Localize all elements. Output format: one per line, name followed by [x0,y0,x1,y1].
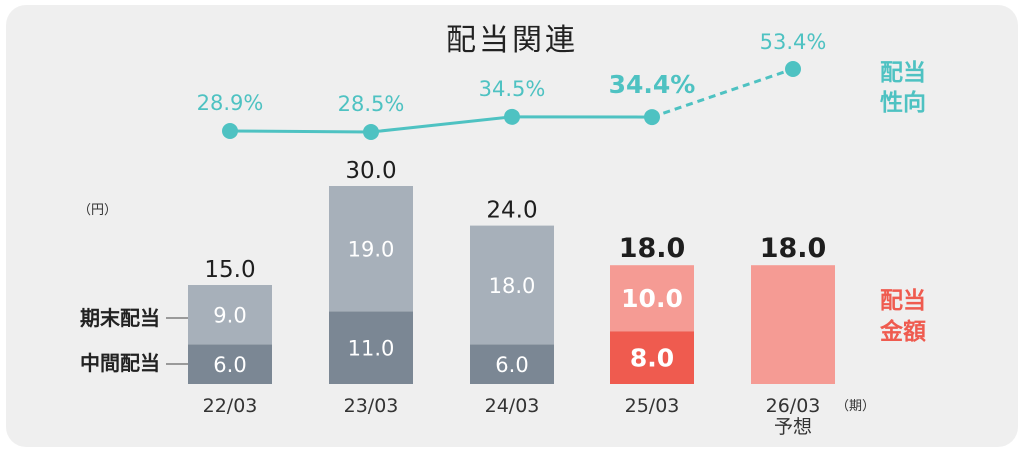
ratio-segment-3 [651,67,794,119]
x-tick-label-3: 25/03 [625,395,680,417]
bar-year-end-label-3: 10.0 [621,284,683,313]
bar-total-label-1: 30.0 [345,158,396,184]
bar-interim-label-2: 6.0 [495,353,528,377]
ratio-side-label-2: 性向 [880,89,926,116]
bar-forecast-4 [751,265,835,384]
ratio-label-1: 28.5% [338,92,405,116]
ratio-label-4: 53.4% [760,30,827,54]
bar-interim-label-0: 6.0 [213,353,246,377]
bar-year-end-0 [188,285,272,345]
x-tick-label-0: 22/03 [203,395,258,417]
bar-year-end-1 [329,186,413,312]
ratio-label-2: 34.5% [479,77,546,101]
legend-interim: 中間配当 [80,351,160,375]
chart-title: 配当関連 [446,23,578,58]
bar-interim-2 [470,344,554,384]
ratio-point-2 [504,108,520,125]
x-tick-label-4: 26/03 [766,395,821,417]
ratio-point-1 [363,124,379,141]
ratio-segment-0 [229,129,372,134]
ratio-segment-1 [370,115,513,134]
bar-interim-label-3: 8.0 [630,344,674,373]
bar-interim-1 [329,311,413,384]
ratio-label-0: 28.9% [197,91,264,115]
legend-year-end: 期末配当 [80,306,160,330]
bar-year-end-label-0: 9.0 [213,304,246,328]
ratio-point-0 [222,123,238,139]
x-tick-label-1: 23/03 [344,395,399,417]
payout-ratio-group: 28.9% 28.5% 34.5% 34.4% 53.4% [197,30,827,141]
amount-side-label-1: 配当 [880,288,926,314]
bar-interim-0 [188,344,272,384]
y-unit-label: （円） [78,203,117,218]
bar-total-label-3: 18.0 [619,233,686,264]
x-tick-label-2: 24/03 [485,395,540,417]
bar-total-label-2: 24.0 [486,198,537,224]
bar-total-label-0: 15.0 [204,257,255,283]
ratio-side-label-1: 配当 [880,60,926,86]
amount-side-label-2: 金額 [879,318,926,345]
bar-year-end-3 [610,265,694,332]
bar-total-label-4: 18.0 [760,233,827,264]
bars-group: 6.0 9.0 15.0 22/03 11.0 19.0 30.0 23/03 6.0 18.0 2… [188,158,835,438]
bar-year-end-2 [470,225,554,345]
bar-interim-label-1: 11.0 [348,337,395,361]
ratio-point-3 [644,109,660,126]
bar-year-end-label-1: 19.0 [348,238,395,262]
x-tick-note-4: 予想 [774,416,812,438]
period-unit-label: （期） [836,399,875,414]
bar-interim-3 [610,331,694,384]
bar-year-end-label-2: 18.0 [489,274,536,298]
ratio-label-3: 34.4% [609,70,696,99]
ratio-point-4 [785,61,801,78]
